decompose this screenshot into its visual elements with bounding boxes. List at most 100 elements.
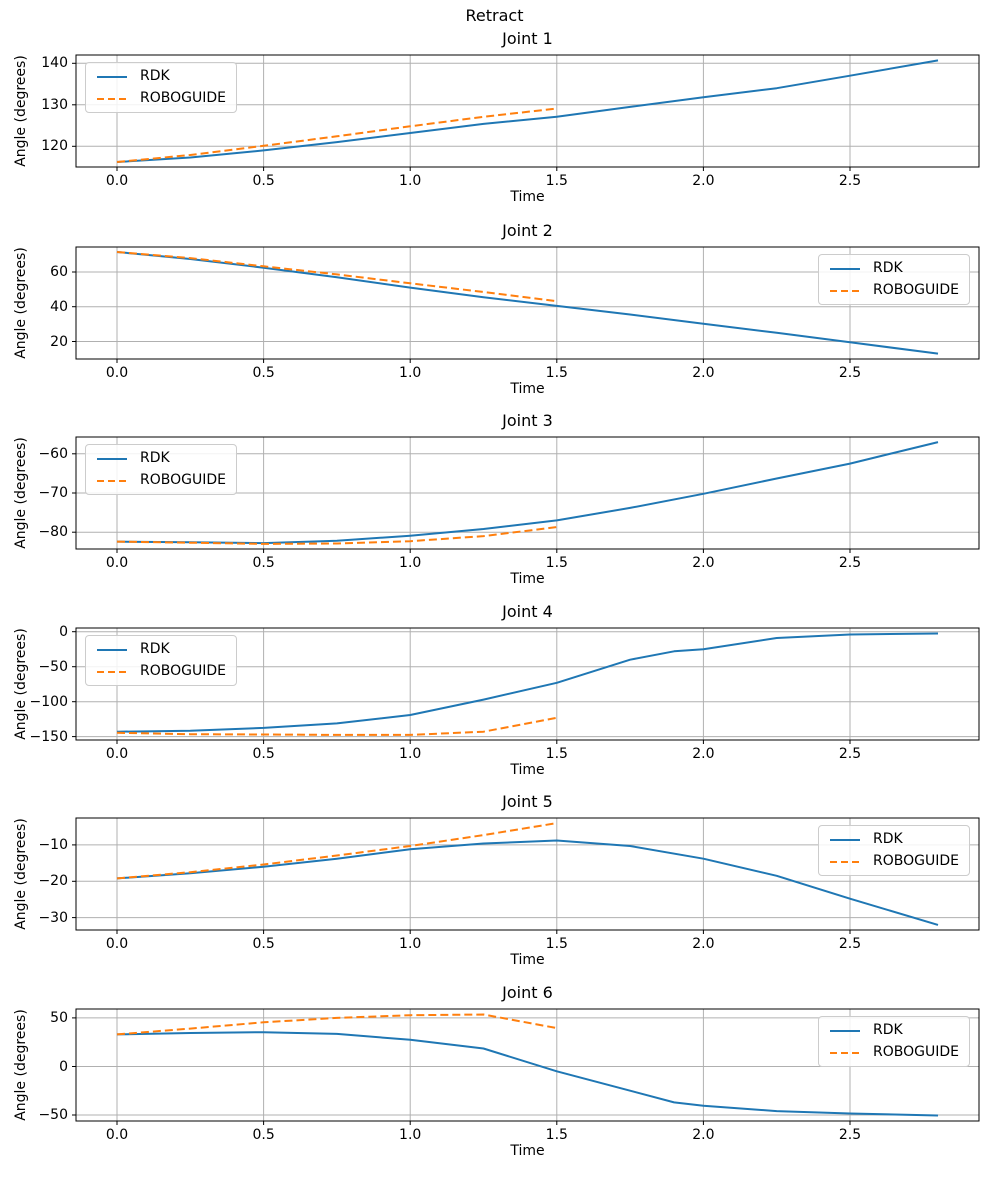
legend-line-sample bbox=[97, 97, 127, 100]
x-axis-ticks: 0.0 0.5 1.0 1.5 2.0 2.5 bbox=[76, 746, 979, 764]
x-tick-label: 0.0 bbox=[105, 173, 129, 189]
subplot-joint-6: Joint 6 Angle (degrees) −50 0 50 0.0 0.5 1.0… bbox=[0, 979, 989, 1171]
x-tick-label: 2.0 bbox=[692, 1127, 715, 1143]
legend-item-roboguide: ROBOGUIDE bbox=[96, 663, 226, 680]
subplot-title: Joint 2 bbox=[502, 221, 553, 240]
x-axis-ticks: 0.0 0.5 1.0 1.5 2.0 2.5 bbox=[76, 1127, 979, 1145]
series-roboguide-line bbox=[116, 716, 557, 736]
legend-item-rdk: RDK bbox=[96, 450, 226, 467]
legend-label: ROBOGUIDE bbox=[873, 853, 959, 869]
plot-area: −50 0 50 0.0 0.5 1.0 1.5 2.0 2.5 RDK ROBOGUIDE bbox=[38, 1008, 980, 1143]
y-tick-label: 130 bbox=[41, 96, 68, 113]
x-axis-label: Time bbox=[510, 1143, 545, 1159]
y-tick-label: 20 bbox=[50, 333, 68, 350]
x-tick-label: 2.0 bbox=[692, 746, 715, 762]
x-axis-label: Time bbox=[510, 571, 545, 587]
x-tick-label: 2.0 bbox=[692, 173, 715, 189]
series-rdk-line bbox=[116, 1031, 939, 1117]
legend-line-sample bbox=[830, 838, 861, 841]
x-tick-label: 0.0 bbox=[105, 555, 129, 571]
plot-area: 20 40 60 0.0 0.5 1.0 1.5 2.0 2.5 RDK ROBOGUIDE bbox=[50, 246, 980, 381]
legend-label: ROBOGUIDE bbox=[873, 1044, 959, 1060]
legend-line-sample bbox=[97, 479, 127, 482]
y-axis-ticks: 20 40 60 bbox=[4, 247, 68, 359]
x-axis-ticks: 0.0 0.5 1.0 1.5 2.0 2.5 bbox=[76, 936, 979, 954]
subplot-title: Joint 1 bbox=[502, 29, 553, 48]
y-tick-label: 50 bbox=[50, 1009, 68, 1026]
x-tick-label: 0.0 bbox=[105, 936, 129, 952]
y-tick-label: −80 bbox=[38, 524, 68, 541]
legend-item-rdk: RDK bbox=[829, 260, 959, 277]
subplot-title: Joint 4 bbox=[502, 602, 553, 621]
series-rdk-line bbox=[116, 59, 939, 163]
legend-label: ROBOGUIDE bbox=[140, 663, 226, 679]
x-tick-label: 0.5 bbox=[252, 936, 275, 952]
plot-canvas bbox=[72, 436, 980, 553]
plot-canvas bbox=[72, 1008, 980, 1125]
legend-item-roboguide: ROBOGUIDE bbox=[829, 853, 959, 870]
x-axis-label: Time bbox=[510, 381, 545, 397]
y-axis-ticks: −150 −100 −50 0 bbox=[4, 624, 68, 745]
plot-area: −30 −20 −10 0.0 0.5 1.0 1.5 2.0 2.5 RDK ROBOGUID… bbox=[38, 817, 980, 952]
y-tick-label: −100 bbox=[29, 693, 68, 710]
legend-line-sample bbox=[97, 670, 127, 673]
legend-label: RDK bbox=[873, 1022, 903, 1038]
subplot-joint-3: Joint 3 Angle (degrees) −80 −70 −60 0.0 0.5… bbox=[0, 407, 989, 599]
y-tick-label: 60 bbox=[50, 264, 68, 280]
x-tick-label: 2.0 bbox=[692, 555, 715, 571]
legend-item-roboguide: ROBOGUIDE bbox=[829, 282, 959, 299]
y-tick-label: −30 bbox=[38, 909, 68, 926]
legend-item-rdk: RDK bbox=[829, 831, 959, 848]
legend-line-sample bbox=[830, 860, 861, 863]
legend-line-sample bbox=[830, 289, 861, 292]
subplot-joint-4: Joint 4 Angle (degrees) −150 −100 −50 0 0.0… bbox=[0, 598, 989, 790]
legend: RDK ROBOGUIDE bbox=[85, 635, 237, 686]
legend: RDK ROBOGUIDE bbox=[818, 254, 970, 305]
subplot-title: Joint 6 bbox=[502, 983, 553, 1002]
y-tick-label: −10 bbox=[38, 836, 68, 853]
x-tick-label: 1.5 bbox=[545, 173, 568, 189]
legend-label: RDK bbox=[873, 260, 903, 276]
legend-item-roboguide: ROBOGUIDE bbox=[96, 472, 226, 489]
y-tick-label: 0 bbox=[59, 1058, 68, 1075]
x-tick-label: 1.5 bbox=[545, 746, 568, 762]
legend-label: RDK bbox=[140, 68, 170, 84]
y-tick-label: 40 bbox=[50, 298, 68, 315]
x-tick-label: 1.0 bbox=[399, 1127, 422, 1143]
series-roboguide-line bbox=[116, 822, 557, 880]
legend-label: RDK bbox=[873, 831, 903, 847]
legend-line-sample bbox=[830, 267, 861, 270]
x-tick-label: 0.5 bbox=[252, 1127, 275, 1143]
legend-label: ROBOGUIDE bbox=[873, 282, 959, 298]
y-tick-label: −50 bbox=[38, 1107, 68, 1123]
y-axis-ticks: 120 130 140 bbox=[4, 55, 68, 167]
series-roboguide-line bbox=[116, 107, 557, 163]
y-tick-label: 140 bbox=[41, 55, 68, 72]
legend-line-sample bbox=[97, 648, 127, 651]
legend: RDK ROBOGUIDE bbox=[818, 1016, 970, 1067]
x-tick-label: 2.5 bbox=[838, 936, 862, 952]
legend-line-sample bbox=[97, 75, 127, 78]
plot-canvas bbox=[72, 627, 980, 744]
subplot-joint-2: Joint 2 Angle (degrees) 20 40 60 0.0 0.5 1.0… bbox=[0, 217, 989, 409]
x-tick-label: 2.0 bbox=[692, 365, 715, 381]
legend-label: RDK bbox=[140, 641, 170, 657]
subplot-joint-1: Joint 1 Angle (degrees) 120 130 140 0.0 0.5… bbox=[0, 25, 989, 217]
legend-label: ROBOGUIDE bbox=[140, 90, 226, 106]
plot-area: −150 −100 −50 0 0.0 0.5 1.0 1.5 2.0 2.5 RDK ROBOG… bbox=[30, 624, 980, 762]
x-tick-label: 2.0 bbox=[692, 936, 715, 952]
y-tick-label: −50 bbox=[38, 658, 68, 675]
y-tick-label: −150 bbox=[29, 728, 68, 745]
x-tick-label: 1.0 bbox=[399, 746, 422, 762]
x-tick-label: 2.5 bbox=[838, 173, 862, 189]
figure-title: Retract bbox=[465, 6, 524, 25]
x-tick-label: 0.0 bbox=[105, 1127, 129, 1143]
x-axis-label: Time bbox=[510, 952, 545, 968]
series-roboguide-line bbox=[116, 526, 557, 545]
legend-line-sample bbox=[830, 1051, 861, 1054]
x-tick-label: 1.0 bbox=[399, 555, 422, 571]
plot-area: −80 −70 −60 0.0 0.5 1.0 1.5 2.0 2.5 RDK ROBOGUID… bbox=[38, 436, 980, 571]
subplot-joint-5: Joint 5 Angle (degrees) −30 −20 −10 0.0 0.5… bbox=[0, 788, 989, 980]
y-tick-label: 0 bbox=[59, 623, 68, 640]
legend-label: RDK bbox=[140, 450, 170, 466]
